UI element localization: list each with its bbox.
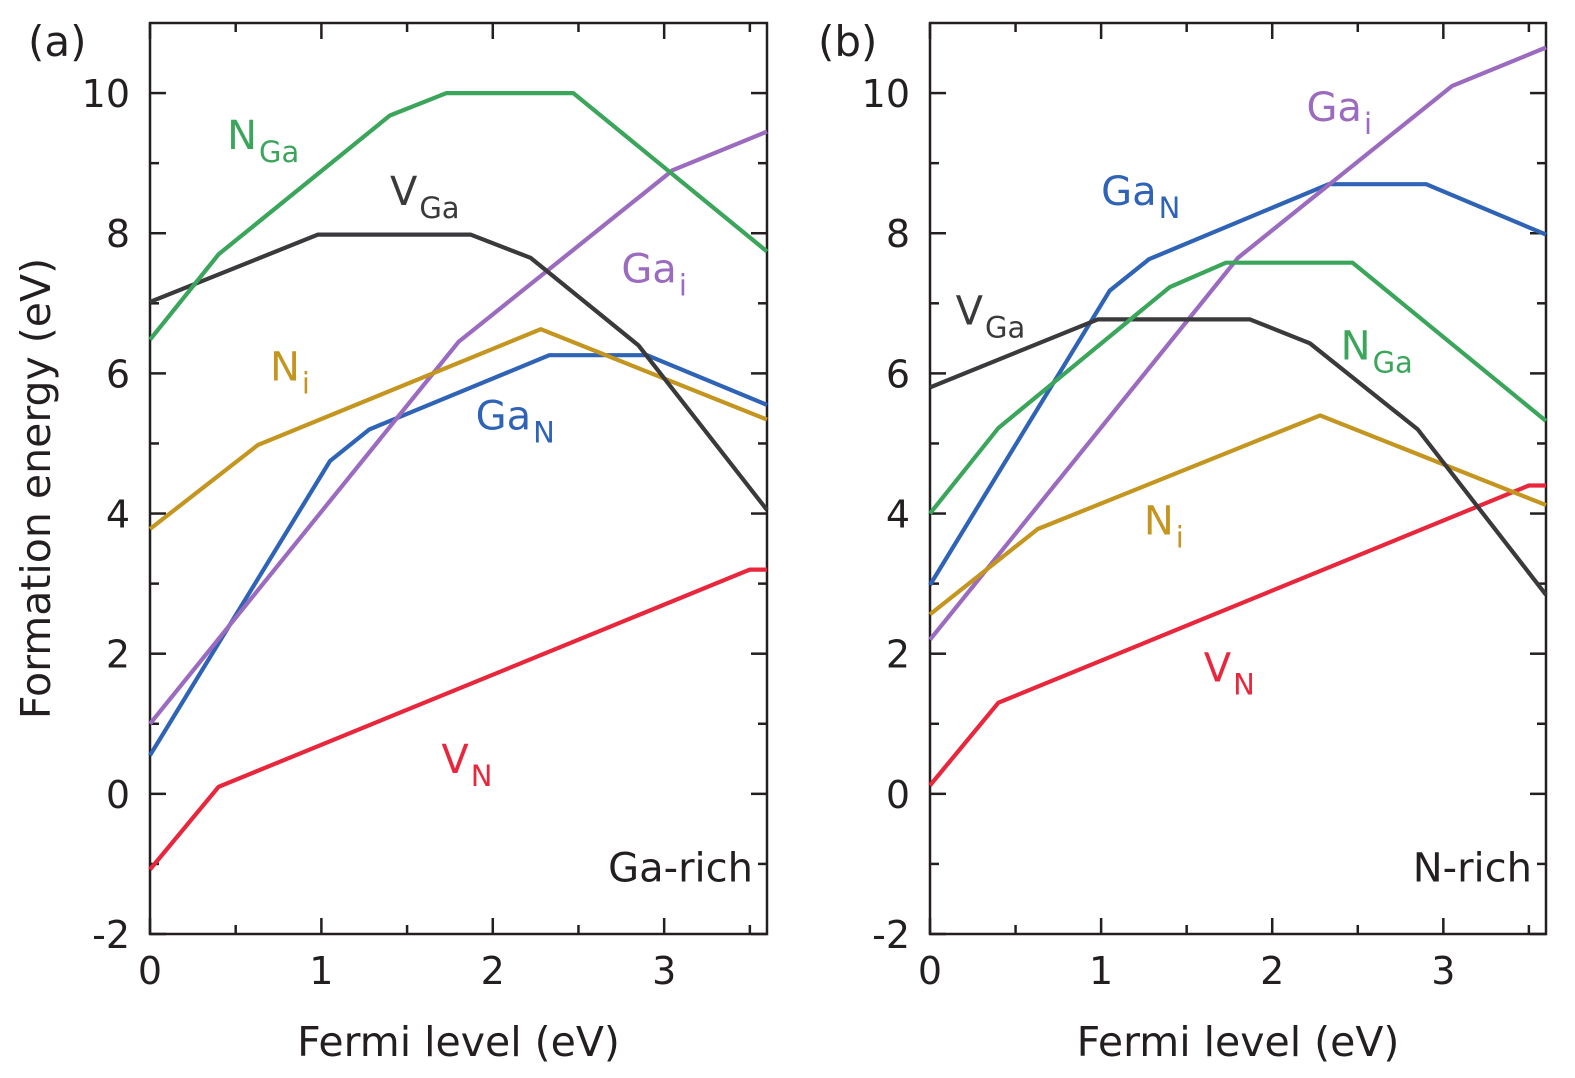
series-label-n-ga: NGa <box>227 113 299 169</box>
series-label-base: V <box>956 288 984 334</box>
series-line-n-i <box>928 413 1547 617</box>
x-tick-label: 3 <box>652 949 676 993</box>
series-line-n-ga <box>148 90 769 342</box>
series-line-ga-n <box>928 182 1547 587</box>
y-tick-label: 4 <box>886 493 910 537</box>
series-label-base: N <box>1144 499 1174 545</box>
series-label-base: N <box>270 344 300 390</box>
series-label-sub: Ga <box>419 191 459 225</box>
series-line-ga-n <box>148 353 768 757</box>
series-label-sub: Ga <box>1373 345 1413 379</box>
series-label-v-ga: VGa <box>956 288 1026 344</box>
y-tick-label: 10 <box>82 72 130 116</box>
x-tick-label: 0 <box>138 949 162 993</box>
series-label-n-i: Ni <box>270 344 310 400</box>
series-line-n-ga <box>928 260 1548 515</box>
series-label-n-i: Ni <box>1144 499 1184 555</box>
series-label-base: N <box>1341 323 1371 369</box>
y-tick-label: 2 <box>886 633 910 677</box>
x-tick-label: 2 <box>481 949 505 993</box>
plot-frame-a <box>148 21 769 936</box>
series-label-sub: N <box>533 415 555 449</box>
x-tick-label: 3 <box>1431 949 1455 993</box>
series-label-sub: i <box>679 268 687 302</box>
y-tick-label: -2 <box>872 913 910 957</box>
panel-label: (a) <box>28 17 87 66</box>
y-tick-label: 8 <box>106 212 130 256</box>
x-axis-title: Fermi level (eV) <box>1077 1018 1400 1066</box>
y-tick-label: 0 <box>106 773 130 817</box>
y-tick-label: 6 <box>886 352 910 396</box>
series-label-sub: N <box>1233 668 1255 702</box>
series-line-v-n <box>148 567 767 871</box>
x-tick-label: 1 <box>1089 949 1113 993</box>
x-tick-label: 1 <box>309 949 333 993</box>
series-label-base: N <box>227 113 257 159</box>
series-label-sub: N <box>471 759 493 793</box>
series-label-base: Ga <box>1101 169 1157 215</box>
series-line-v-ga <box>149 232 769 512</box>
y-axis-title: Formation energy (eV) <box>12 258 60 719</box>
series-label-sub: N <box>1159 191 1181 225</box>
y-tick-label: 8 <box>886 212 910 256</box>
y-tick-label: -2 <box>92 913 130 957</box>
y-tick-label: 2 <box>106 633 130 677</box>
x-tick-label: 0 <box>918 949 942 993</box>
series-line-ga-i <box>148 129 768 726</box>
x-axis-title: Fermi level (eV) <box>297 1018 620 1066</box>
series-label-sub: i <box>302 366 310 400</box>
series-label-v-n: VN <box>1204 646 1255 702</box>
series-line-v-ga <box>929 317 1548 597</box>
series-label-ga-n: GaN <box>1101 169 1180 225</box>
series-label-sub: i <box>1364 107 1372 141</box>
series-line-n-i <box>148 327 768 531</box>
y-tick-label: 0 <box>886 773 910 817</box>
panel-label: (b) <box>818 17 877 66</box>
y-tick-label: 10 <box>862 72 910 116</box>
series-label-v-ga: VGa <box>390 169 460 225</box>
condition-label: N-rich <box>1413 845 1532 891</box>
series-label-base: Ga <box>621 246 677 292</box>
series-label-v-n: VN <box>441 737 492 793</box>
series-label-base: Ga <box>476 393 532 439</box>
series-line-ga-i <box>928 45 1547 642</box>
series-label-ga-i: Gai <box>1306 85 1372 141</box>
plot-frame-b <box>928 21 1548 936</box>
series-label-n-ga: NGa <box>1341 323 1413 379</box>
condition-label: Ga-rich <box>608 845 753 891</box>
series-line-v-n <box>928 483 1546 787</box>
series-label-base: V <box>390 169 418 215</box>
series-label-base: V <box>441 737 469 783</box>
series-label-ga-i: Gai <box>621 246 687 302</box>
series-label-base: Ga <box>1306 85 1362 131</box>
series-label-ga-n: GaN <box>476 393 555 449</box>
x-tick-label: 2 <box>1260 949 1284 993</box>
series-label-sub: Ga <box>259 135 299 169</box>
y-tick-label: 6 <box>106 352 130 396</box>
y-tick-label: 4 <box>106 493 130 537</box>
series-label-sub: Ga <box>985 310 1025 344</box>
series-label-base: V <box>1204 646 1232 692</box>
series-label-sub: i <box>1176 521 1184 555</box>
